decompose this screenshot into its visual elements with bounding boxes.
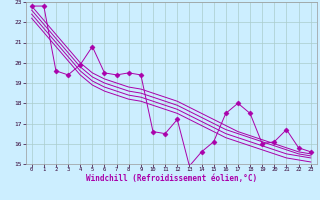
X-axis label: Windchill (Refroidissement éolien,°C): Windchill (Refroidissement éolien,°C) [86,174,257,183]
